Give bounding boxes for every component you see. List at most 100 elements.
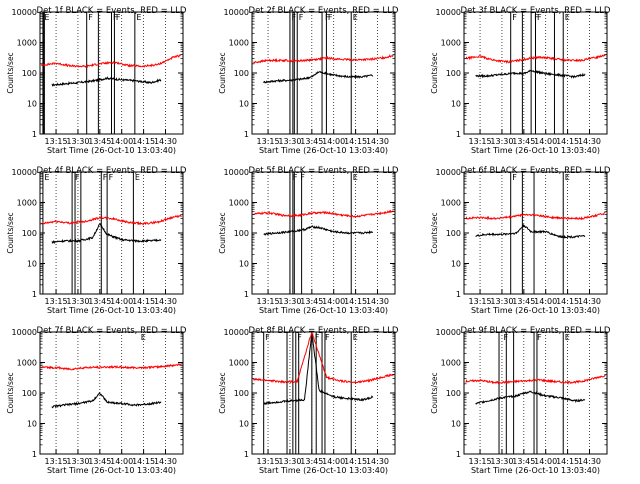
y-tick-label: 100 bbox=[234, 69, 249, 78]
series-lld-line bbox=[465, 54, 606, 65]
y-tick-label: 1 bbox=[244, 290, 249, 299]
x-tick-label: 13:30 bbox=[490, 457, 513, 466]
panel-title: Det 6f BLACK = Events, RED = LLD bbox=[461, 166, 611, 176]
y-axis-label: Counts/sec bbox=[430, 52, 439, 93]
series-lld-line bbox=[465, 211, 606, 221]
chart-panel-3: F FF E11010010001000013:1513:3013:4514:001… bbox=[430, 6, 611, 155]
flag-label: F bbox=[315, 333, 320, 342]
flag-label: E bbox=[44, 13, 49, 22]
panel-title: Det 9f BLACK = Events, RED = LLD bbox=[461, 326, 611, 336]
x-tick-label: 14:00 bbox=[110, 297, 133, 306]
y-tick-label: 10 bbox=[239, 100, 249, 109]
x-tick-label: 13:30 bbox=[66, 457, 89, 466]
series-lld-line bbox=[253, 54, 394, 64]
y-tick-label: 1000 bbox=[441, 39, 461, 48]
x-axis-label: Start Time (26-Oct-10 13:03:40) bbox=[47, 146, 176, 155]
x-tick-label: 14:00 bbox=[322, 457, 345, 466]
series-events-line bbox=[475, 223, 586, 239]
x-tick-label: 13:45 bbox=[512, 457, 535, 466]
flag-label: E bbox=[136, 13, 141, 22]
y-tick-label: 10 bbox=[239, 260, 249, 269]
y-axis-label: Counts/sec bbox=[6, 212, 15, 253]
chart-panel-4: E F F F E11010010001000013:1513:3013:4514:00… bbox=[6, 166, 187, 315]
flag-label: E bbox=[353, 333, 358, 342]
x-tick-label: 14:15 bbox=[556, 457, 579, 466]
series-events-line bbox=[51, 222, 162, 245]
flag-label: F bbox=[300, 173, 305, 182]
y-tick-label: 10000 bbox=[12, 8, 37, 17]
y-axis-label: Counts/sec bbox=[430, 372, 439, 413]
x-axis-label: Start Time (26-Oct-10 13:03:40) bbox=[259, 466, 388, 475]
y-tick-label: 1 bbox=[32, 290, 37, 299]
flag-label: E bbox=[353, 13, 358, 22]
x-tick-label: 13:30 bbox=[490, 137, 513, 146]
x-tick-label: 14:30 bbox=[578, 297, 601, 306]
series-lld-line bbox=[253, 332, 394, 384]
chart-panel-8: F F F F E11010010001000013:1513:3013:4514:00… bbox=[218, 326, 399, 475]
x-tick-label: 14:30 bbox=[366, 297, 389, 306]
panel-title: Det 5f BLACK = Events, RED = LLD bbox=[249, 166, 399, 176]
x-tick-label: 13:15 bbox=[257, 137, 280, 146]
flag-label: E bbox=[565, 173, 570, 182]
series-lld-line bbox=[41, 362, 182, 371]
panel-title: Det 7f BLACK = Events, RED = LLD bbox=[37, 326, 187, 336]
series-lld-line bbox=[41, 214, 182, 226]
y-tick-label: 10 bbox=[27, 420, 37, 429]
x-axis-label: Start Time (26-Oct-10 13:03:40) bbox=[471, 306, 600, 315]
y-tick-label: 100 bbox=[234, 389, 249, 398]
x-tick-label: 13:45 bbox=[88, 297, 111, 306]
x-tick-label: 13:45 bbox=[512, 297, 535, 306]
y-tick-label: 100 bbox=[22, 229, 37, 238]
x-tick-label: 13:30 bbox=[66, 137, 89, 146]
plot-frame bbox=[251, 331, 396, 455]
flag-label: E bbox=[565, 333, 570, 342]
x-axis-label: Start Time (26-Oct-10 13:03:40) bbox=[471, 466, 600, 475]
plot-frame bbox=[39, 331, 184, 455]
x-tick-label: 13:30 bbox=[66, 297, 89, 306]
chart-panel-6: F E11010010001000013:1513:3013:4514:0014:… bbox=[430, 166, 611, 315]
y-tick-label: 1000 bbox=[229, 39, 249, 48]
y-tick-label: 10000 bbox=[12, 168, 37, 177]
flag-label: F bbox=[537, 333, 542, 342]
series-lld-line bbox=[465, 373, 606, 386]
flag-label: F bbox=[293, 173, 298, 182]
flag-label: F bbox=[328, 13, 333, 22]
x-tick-label: 14:00 bbox=[534, 137, 557, 146]
y-tick-label: 10 bbox=[27, 100, 37, 109]
y-tick-label: 100 bbox=[446, 69, 461, 78]
flag-label: F bbox=[297, 333, 302, 342]
x-tick-label: 14:15 bbox=[556, 297, 579, 306]
panel-title: Det 1f BLACK = Events, RED = LLD bbox=[37, 6, 187, 16]
y-tick-label: 1 bbox=[456, 130, 461, 139]
series-events-line bbox=[51, 392, 162, 409]
flag-label: F bbox=[325, 333, 330, 342]
y-tick-label: 10000 bbox=[436, 328, 461, 337]
chart-panel-2: F F FF E11010010001000013:1513:3013:4514:00… bbox=[218, 6, 399, 155]
x-tick-label: 13:45 bbox=[300, 137, 323, 146]
x-tick-label: 13:15 bbox=[469, 297, 492, 306]
flag-label: E bbox=[141, 333, 146, 342]
flag-label: F bbox=[291, 13, 296, 22]
y-tick-label: 10 bbox=[239, 420, 249, 429]
x-tick-label: 13:15 bbox=[45, 137, 68, 146]
x-tick-label: 13:15 bbox=[469, 457, 492, 466]
panel-title: Det 4f BLACK = Events, RED = LLD bbox=[37, 166, 187, 176]
flag-label: F bbox=[325, 13, 330, 22]
x-tick-label: 13:15 bbox=[257, 297, 280, 306]
x-tick-label: 14:30 bbox=[154, 297, 177, 306]
y-tick-label: 100 bbox=[22, 389, 37, 398]
y-axis-label: Counts/sec bbox=[430, 212, 439, 253]
x-tick-label: 14:15 bbox=[132, 457, 155, 466]
y-tick-label: 10000 bbox=[224, 328, 249, 337]
y-tick-label: 10000 bbox=[12, 328, 37, 337]
y-tick-label: 10000 bbox=[224, 168, 249, 177]
x-axis-label: Start Time (26-Oct-10 13:03:40) bbox=[259, 146, 388, 155]
y-tick-label: 1000 bbox=[441, 359, 461, 368]
x-tick-label: 14:30 bbox=[154, 457, 177, 466]
chart-panel-9: F F E11010010001000013:1513:3013:4514:0014… bbox=[430, 326, 611, 475]
panel-title: Det 3f BLACK = Events, RED = LLD bbox=[461, 6, 611, 16]
series-lld-line bbox=[41, 54, 182, 69]
series-events-line bbox=[475, 69, 586, 79]
series-events-line bbox=[51, 76, 162, 87]
y-tick-label: 10 bbox=[27, 260, 37, 269]
